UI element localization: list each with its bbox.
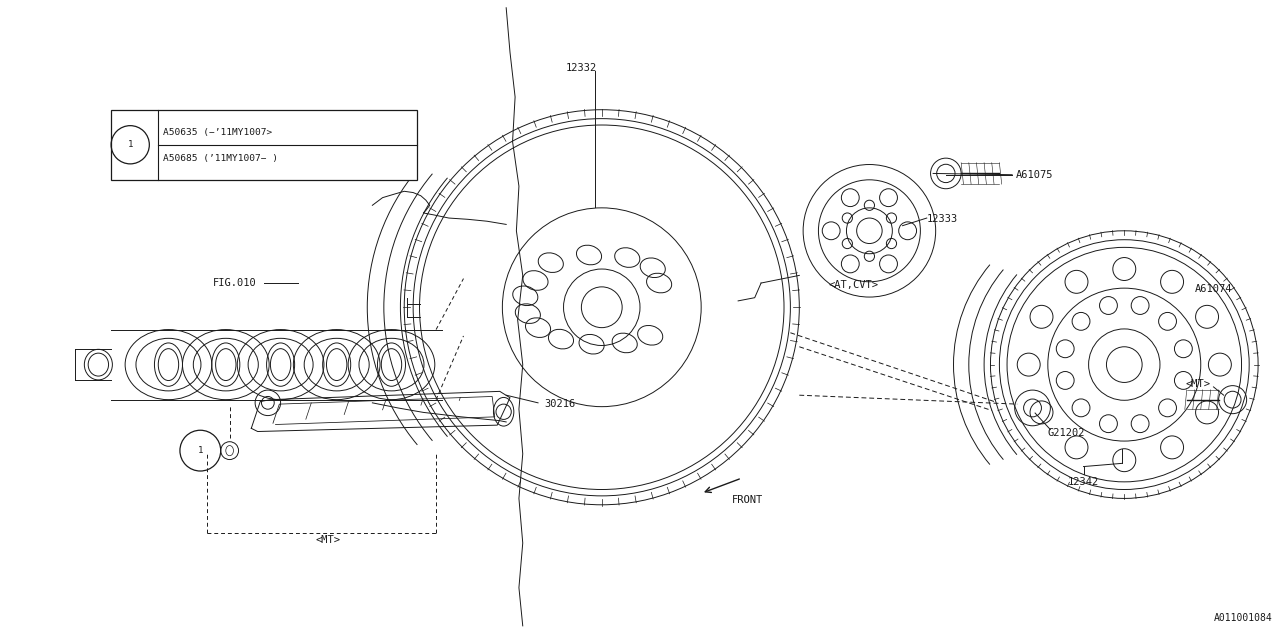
Text: A50635 (−’11MY1007>: A50635 (−’11MY1007>	[164, 127, 273, 136]
Text: 12342: 12342	[1068, 477, 1100, 488]
Text: A61075: A61075	[1016, 170, 1053, 180]
Text: 30216: 30216	[544, 399, 576, 409]
Text: <AT,CVT>: <AT,CVT>	[828, 280, 878, 290]
Text: A50685 (’11MY1007− ): A50685 (’11MY1007− )	[164, 154, 278, 163]
Text: 12333: 12333	[927, 214, 957, 224]
Text: <MT>: <MT>	[315, 535, 340, 545]
Bar	[111, 109, 417, 180]
Text: <MT>: <MT>	[1185, 379, 1211, 388]
Text: A011001084: A011001084	[1213, 612, 1272, 623]
Text: 12332: 12332	[566, 63, 598, 74]
Text: A61074: A61074	[1194, 284, 1231, 294]
Text: FIG.010: FIG.010	[212, 278, 257, 288]
Text: 1: 1	[128, 140, 133, 149]
Text: FRONT: FRONT	[732, 495, 763, 505]
Text: G21202: G21202	[1048, 428, 1085, 438]
Text: 1: 1	[197, 446, 204, 455]
